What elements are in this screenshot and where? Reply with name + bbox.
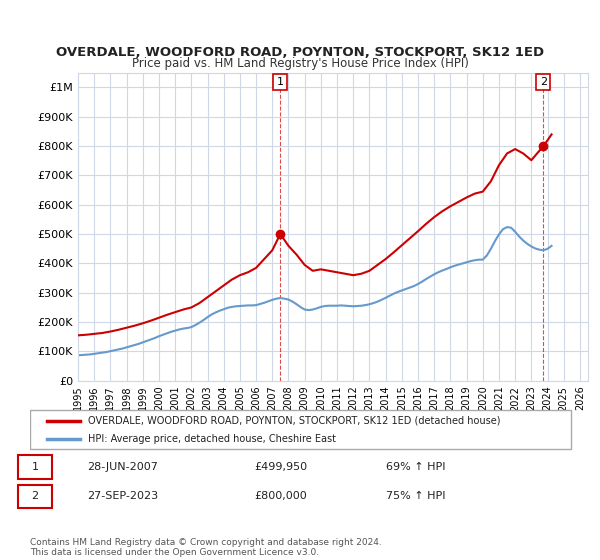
- FancyBboxPatch shape: [18, 484, 52, 508]
- Text: 28-JUN-2007: 28-JUN-2007: [87, 462, 158, 472]
- Text: 27-SEP-2023: 27-SEP-2023: [87, 491, 158, 501]
- FancyBboxPatch shape: [30, 410, 571, 449]
- Text: 2: 2: [540, 77, 547, 87]
- Text: OVERDALE, WOODFORD ROAD, POYNTON, STOCKPORT, SK12 1ED (detached house): OVERDALE, WOODFORD ROAD, POYNTON, STOCKP…: [88, 416, 500, 426]
- Text: OVERDALE, WOODFORD ROAD, POYNTON, STOCKPORT, SK12 1ED: OVERDALE, WOODFORD ROAD, POYNTON, STOCKP…: [56, 46, 544, 59]
- Text: 75% ↑ HPI: 75% ↑ HPI: [386, 491, 446, 501]
- FancyBboxPatch shape: [18, 455, 52, 478]
- Text: £800,000: £800,000: [254, 491, 307, 501]
- Text: £499,950: £499,950: [254, 462, 307, 472]
- Text: 1: 1: [32, 462, 38, 472]
- Text: Price paid vs. HM Land Registry's House Price Index (HPI): Price paid vs. HM Land Registry's House …: [131, 57, 469, 70]
- Text: HPI: Average price, detached house, Cheshire East: HPI: Average price, detached house, Ches…: [88, 434, 336, 444]
- Text: 2: 2: [31, 491, 38, 501]
- Text: 1: 1: [277, 77, 284, 87]
- Text: 69% ↑ HPI: 69% ↑ HPI: [386, 462, 446, 472]
- Text: Contains HM Land Registry data © Crown copyright and database right 2024.
This d: Contains HM Land Registry data © Crown c…: [30, 538, 382, 557]
